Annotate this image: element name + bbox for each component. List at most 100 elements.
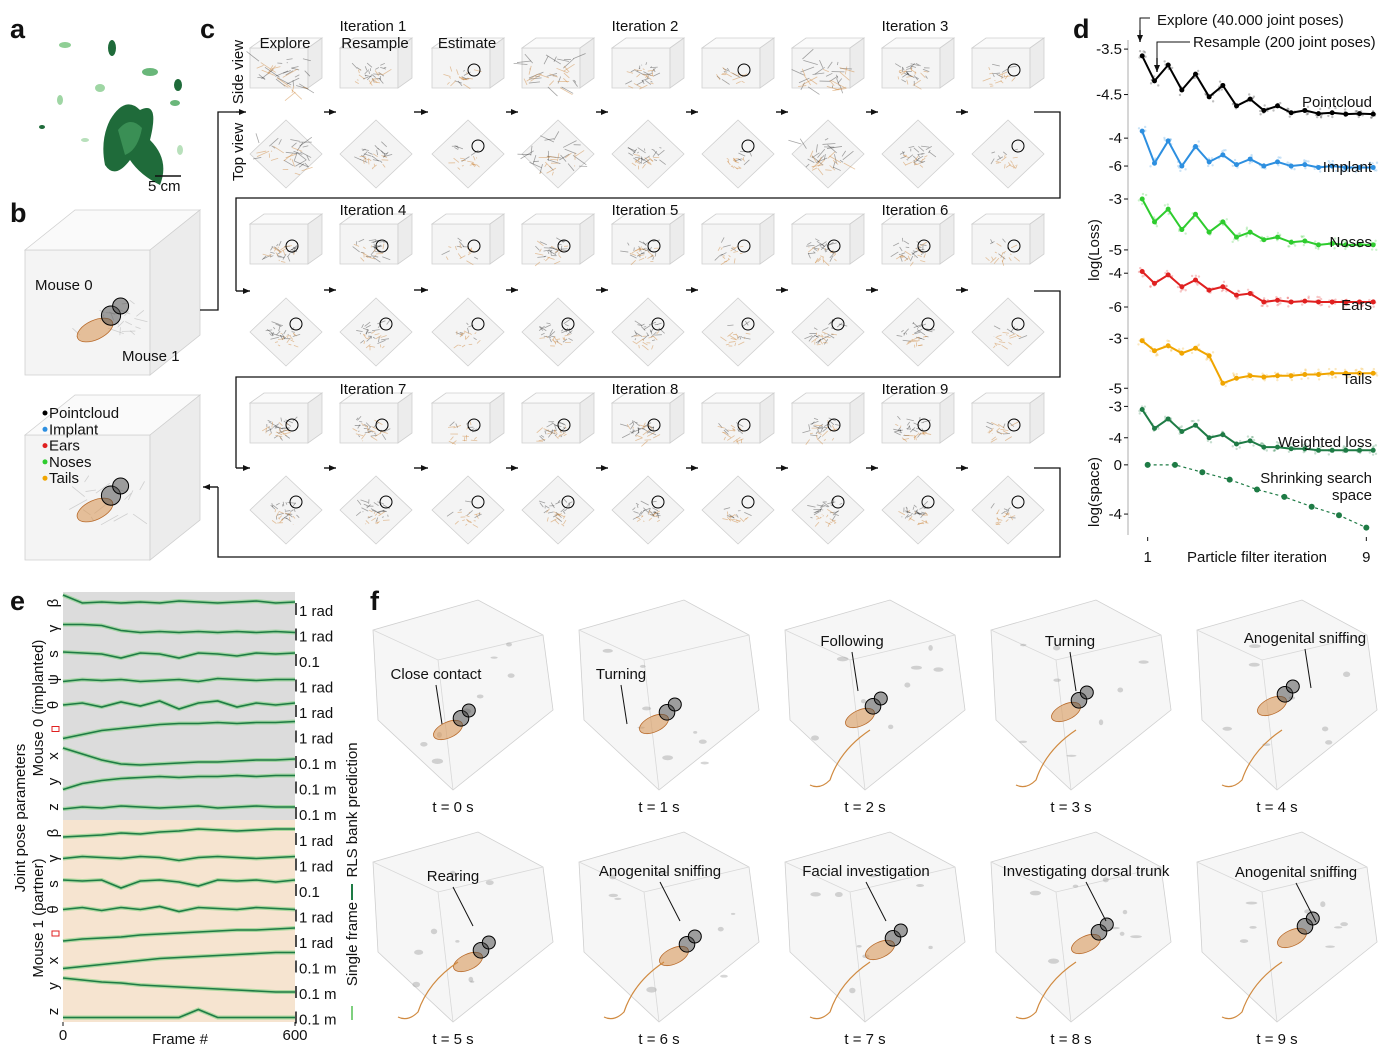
point-cloud [1030, 891, 1041, 896]
loss-point [1220, 219, 1225, 224]
mouse-head [113, 478, 129, 494]
time-label: t = 9 s [1256, 1031, 1297, 1048]
scale-label: 0.1 m [299, 961, 337, 978]
param-symbol: s [45, 880, 62, 888]
particle-dot [1369, 451, 1371, 453]
mouse-label: Mouse 0 (implanted) [30, 640, 47, 777]
iteration-label: Iteration 6 [882, 202, 949, 219]
particle-dot [1139, 412, 1141, 414]
particle-dot [1291, 379, 1293, 381]
figure: abcdef5 cmMouse 0Mouse 1PointcloudImplan… [0, 0, 1393, 1049]
particle-trace [293, 80, 294, 86]
loss-point [1140, 197, 1145, 202]
scale-label: 1 rad [299, 731, 333, 748]
annotation: Resample (200 joint poses) [1193, 34, 1376, 51]
point-cloud [1020, 644, 1027, 647]
particle-dot [1247, 289, 1249, 291]
y-tick-label: -3 [1109, 398, 1122, 415]
loss-point [1302, 239, 1307, 244]
loss-point [1234, 235, 1239, 240]
particle-dot [1232, 165, 1234, 167]
particle-dot [1372, 453, 1374, 455]
box-floor [792, 298, 864, 366]
particle-dot [1287, 245, 1289, 247]
loss-point [1275, 373, 1280, 378]
loss-point [1302, 372, 1307, 377]
arrow-head [243, 465, 250, 471]
particle-dot [1318, 296, 1320, 298]
scale-label: 0.1 m [299, 756, 337, 773]
particle-dot [1219, 80, 1221, 82]
behavior-label: Anogenital sniffing [1235, 864, 1357, 881]
loss-point [1179, 351, 1184, 356]
param-symbol: z [45, 803, 62, 811]
arrow-head [511, 287, 518, 293]
particle-dot [1221, 290, 1223, 292]
loss-point [1234, 162, 1239, 167]
loss-point [1330, 299, 1335, 304]
mouse-head [1100, 918, 1113, 931]
point-cloud [1246, 902, 1258, 905]
particle-dot [1277, 232, 1279, 234]
particle-dot [1139, 267, 1141, 269]
box-floor [702, 120, 774, 188]
behavior-label: Facial investigation [802, 863, 930, 880]
box-floor [340, 120, 412, 188]
legend-label: Implant [49, 421, 99, 438]
space-point [1336, 512, 1342, 518]
panel-letter: b [10, 198, 27, 228]
particle-dot [1157, 84, 1159, 86]
particle-dot [1191, 420, 1193, 422]
point-cloud [603, 649, 613, 653]
loss-point [1261, 237, 1266, 242]
particle-dot [1372, 305, 1374, 307]
legend-dot [43, 476, 48, 481]
box-floor [702, 298, 774, 366]
loss-point [1261, 375, 1266, 380]
arrow-head [601, 109, 608, 115]
loss-point [1289, 164, 1294, 169]
scale-label: 0.1 [299, 884, 320, 901]
particle-trace [563, 433, 564, 434]
point-cloud [731, 913, 735, 915]
particle-dot [1221, 88, 1223, 90]
point-cloud [928, 645, 933, 651]
loss-point [1316, 111, 1321, 116]
time-label: t = 5 s [432, 1031, 473, 1048]
particle-dot [1315, 247, 1317, 249]
loss-point [1166, 138, 1171, 143]
loss-point [1140, 338, 1145, 343]
point-cloud [1343, 672, 1350, 677]
view-label: Top view [230, 123, 247, 182]
box-3d [373, 832, 553, 1022]
box-floor [522, 298, 594, 366]
loss-point [1248, 291, 1253, 296]
loss-point [1193, 346, 1198, 351]
loss-point [1207, 230, 1212, 235]
particle-trace [560, 88, 572, 95]
particle-dot [1191, 352, 1193, 354]
arrow-head [961, 465, 968, 471]
particle-dot [1272, 109, 1274, 111]
space-point [1199, 469, 1205, 475]
box-3d [702, 393, 774, 443]
particle-dot [1177, 286, 1179, 288]
particle-dot [1251, 378, 1253, 380]
arrow-head [601, 465, 608, 471]
particle-dot [1226, 218, 1228, 220]
box-3d [972, 214, 1044, 264]
particle-dot [1304, 167, 1306, 169]
y-axis-title: log(space) [1086, 457, 1103, 527]
mouse-head [874, 692, 887, 705]
arrow-head [691, 465, 698, 471]
loss-point [1220, 152, 1225, 157]
arrow-head [781, 109, 788, 115]
particle-dot [1302, 235, 1304, 237]
stage-label: Explore [260, 35, 311, 52]
particle-dot [1277, 303, 1279, 305]
param-symbol: x [45, 752, 62, 760]
particle-dot [1289, 115, 1291, 117]
y-tick-label: -3 [1109, 330, 1122, 347]
particle-dot [1142, 50, 1144, 52]
box-floor [702, 476, 774, 544]
